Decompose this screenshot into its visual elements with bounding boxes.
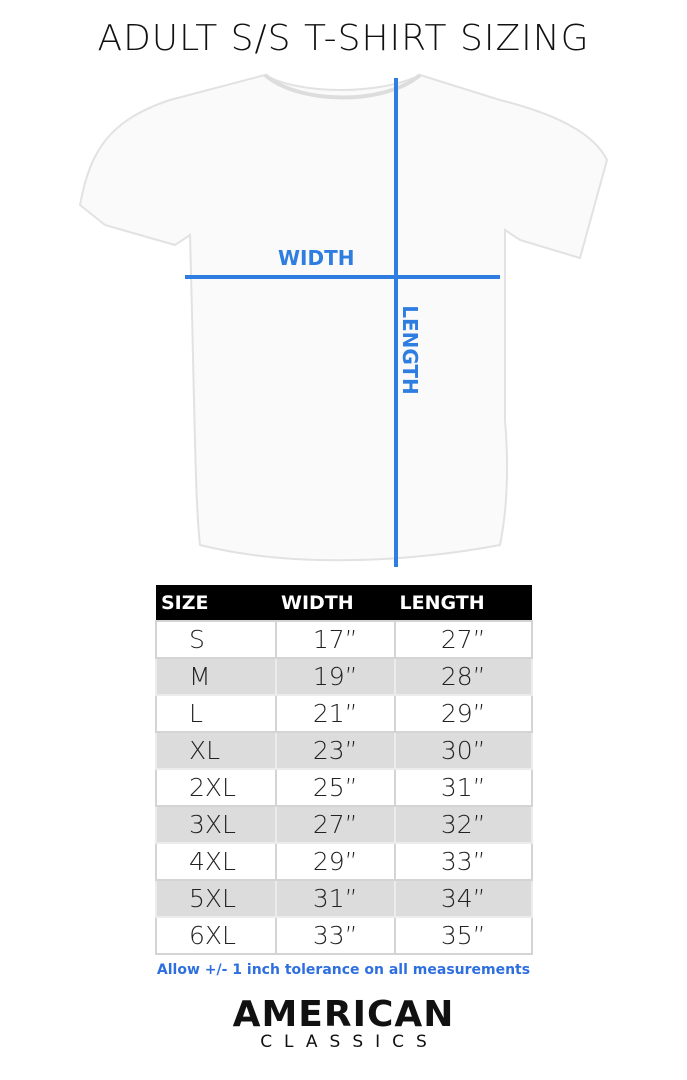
table-row: S 17” 27” [155, 620, 533, 659]
brand-logo-line1: AMERICAN [232, 994, 455, 1035]
cell-width: 29” [275, 842, 396, 881]
cell-length: 33” [393, 842, 533, 881]
table-row: 3XL 27” 32” [155, 805, 533, 844]
table-header: SIZE WIDTH LENGTH [156, 585, 532, 621]
table-row: 6XL 33” 35” [155, 916, 533, 955]
cell-length: 30” [393, 731, 533, 770]
cell-size: 2XL [155, 768, 277, 807]
cell-width: 25” [275, 768, 396, 807]
cell-width: 23” [275, 731, 396, 770]
page-title: ADULT S/S T-SHIRT SIZING [97, 18, 590, 59]
table-row: 2XL 25” 31” [155, 768, 533, 807]
table-row: XL 23” 30” [155, 731, 533, 770]
cell-size: 3XL [155, 805, 277, 844]
width-label: WIDTH [278, 246, 355, 270]
cell-size: L [155, 694, 277, 733]
cell-length: 34” [393, 879, 533, 918]
cell-length: 28” [393, 657, 533, 696]
size-table: SIZE WIDTH LENGTH S 17” 27” M 19” 28” L 21” 29” X… [155, 585, 533, 955]
table-row: M 19” 28” [155, 657, 533, 696]
cell-length: 35” [393, 916, 533, 955]
cell-size: 6XL [155, 916, 277, 955]
cell-size: M [155, 657, 277, 696]
cell-length: 32” [393, 805, 533, 844]
length-label: LENGTH [398, 305, 422, 395]
cell-width: 21” [275, 694, 396, 733]
header-size: SIZE [156, 585, 276, 621]
cell-size: S [155, 620, 277, 659]
header-width: WIDTH [276, 585, 395, 621]
cell-width: 17” [275, 620, 396, 659]
cell-length: 27” [393, 620, 533, 659]
cell-size: 4XL [155, 842, 277, 881]
cell-width: 31” [275, 879, 396, 918]
brand-logo-line2: CLASSICS [260, 1032, 439, 1052]
tshirt-collar [263, 73, 422, 100]
cell-width: 19” [275, 657, 396, 696]
table-row: 4XL 29” 33” [155, 842, 533, 881]
cell-length: 31” [393, 768, 533, 807]
cell-width: 33” [275, 916, 396, 955]
tshirt-diagram [78, 73, 609, 567]
tshirt-image [78, 73, 609, 562]
tolerance-note: Allow +/- 1 inch tolerance on all measur… [156, 962, 531, 978]
table-row: 5XL 31” 34” [155, 879, 533, 918]
header-length: LENGTH [394, 585, 532, 621]
cell-length: 29” [393, 694, 533, 733]
cell-width: 27” [275, 805, 396, 844]
cell-size: XL [155, 731, 277, 770]
table-row: L 21” 29” [155, 694, 533, 733]
cell-size: 5XL [155, 879, 277, 918]
